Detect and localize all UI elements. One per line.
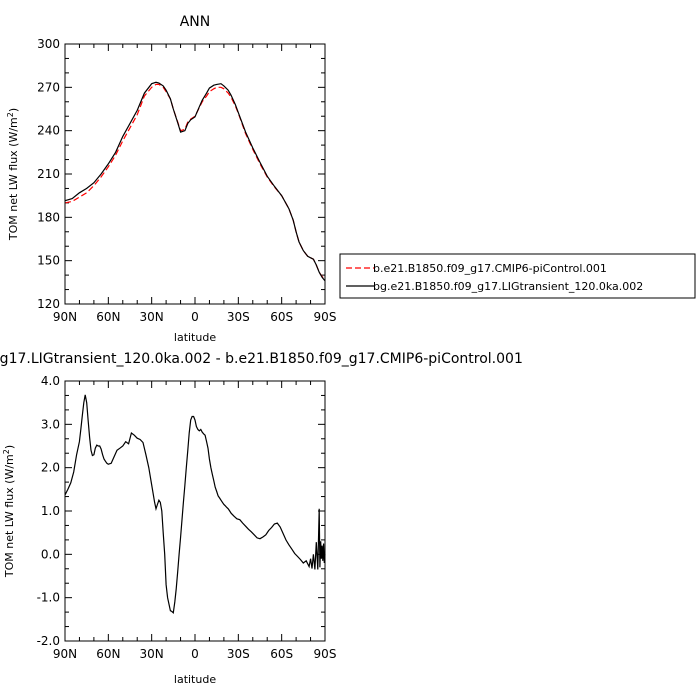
top-y-axis-label: TOM net LW flux (W/m2) [6, 108, 21, 241]
y-tick-label: -2.0 [37, 634, 60, 648]
y-tick-label: 300 [37, 37, 60, 51]
y-tick-label: 2.0 [41, 461, 60, 475]
bottom-panel: bg.e21.B1850.f09_g17.LIGtransient_120.0k… [0, 351, 523, 686]
y-tick-label: 120 [37, 297, 60, 311]
top-plot-frame [64, 43, 326, 305]
bottom-chart-title: bg.e21.B1850.f09_g17.LIGtransient_120.0k… [0, 351, 523, 367]
series-line-difference [64, 394, 326, 615]
y-tick-label: 240 [37, 124, 60, 138]
bottom-y-axis-label: TOM net LW flux (W/m2) [2, 445, 17, 578]
legend: b.e21.B1850.f09_g17.CMIP6-piControl.001 … [339, 253, 696, 299]
y-tick-label: 150 [37, 254, 60, 268]
y-tick-label: 1.0 [41, 504, 60, 518]
top-panel: ANN 120 150 180 210 240 270 300 90N 60N 30N 0 30S 6… [6, 14, 696, 344]
x-tick-label: 30N [140, 647, 164, 661]
legend-label-picontrol: b.e21.B1850.f09_g17.CMIP6-piControl.001 [373, 262, 607, 275]
bottom-plot-frame [64, 380, 326, 642]
y-tick-label: -1.0 [37, 591, 60, 605]
top-series-group [64, 81, 326, 282]
bottom-x-tick-labels: 90N 60N 30N 0 30S 60S 90S [53, 647, 337, 661]
y-tick-label: 3.0 [41, 417, 60, 431]
top-x-tick-labels: 90N 60N 30N 0 30S 60S 90S [53, 310, 337, 324]
y-tick-label: 180 [37, 210, 60, 224]
top-tick-marks [64, 43, 326, 305]
top-chart-title: ANN [180, 14, 211, 30]
series-line-ligtransient [64, 81, 326, 282]
x-tick-label: 0 [191, 310, 199, 324]
x-tick-label: 0 [191, 647, 199, 661]
top-x-axis-label: latitude [174, 331, 216, 344]
x-tick-label: 30N [140, 310, 164, 324]
y-tick-label: 4.0 [41, 374, 60, 388]
y-tick-label: 270 [37, 80, 60, 94]
x-tick-label: 60S [270, 647, 293, 661]
legend-box [339, 253, 696, 299]
x-tick-label: 30S [227, 647, 250, 661]
bottom-y-tick-labels: -2.0 -1.0 0.0 1.0 2.0 3.0 4.0 [37, 374, 60, 648]
x-tick-label: 90N [53, 647, 77, 661]
x-tick-label: 60N [96, 647, 120, 661]
x-tick-label: 90N [53, 310, 77, 324]
legend-label-ligtransient: bg.e21.B1850.f09_g17.LIGtransient_120.0k… [373, 280, 643, 293]
x-tick-label: 60S [270, 310, 293, 324]
x-tick-label: 30S [227, 310, 250, 324]
x-tick-label: 60N [96, 310, 120, 324]
x-tick-label: 90S [314, 310, 337, 324]
bottom-series-group [64, 394, 326, 615]
y-tick-label: 0.0 [41, 547, 60, 561]
top-y-tick-labels: 120 150 180 210 240 270 300 [37, 37, 60, 311]
bottom-x-axis-label: latitude [174, 673, 216, 686]
y-tick-label: 210 [37, 167, 60, 181]
x-tick-label: 90S [314, 647, 337, 661]
series-line-picontrol [64, 83, 326, 280]
